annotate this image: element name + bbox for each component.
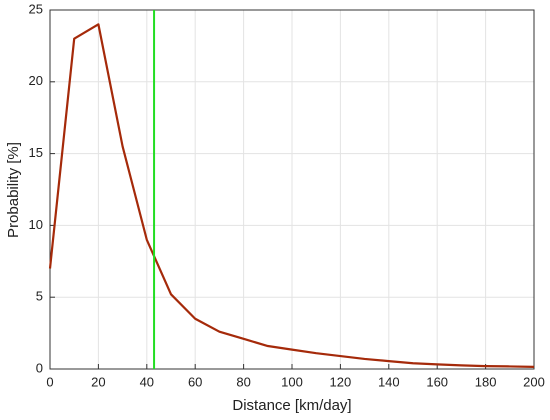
x-tick-label: 180 bbox=[475, 374, 497, 389]
plot-frame bbox=[49, 9, 535, 370]
y-tick-label: 0 bbox=[36, 360, 43, 375]
data-line bbox=[48, 23, 535, 368]
x-tick-label: 40 bbox=[140, 374, 154, 389]
y-tick-label: 15 bbox=[29, 145, 43, 160]
x-tick-label: 140 bbox=[378, 374, 400, 389]
y-tick-label: 20 bbox=[29, 73, 43, 88]
x-tick-label: 200 bbox=[523, 374, 545, 389]
x-tick-label: 80 bbox=[236, 374, 250, 389]
x-tick-label: 60 bbox=[188, 374, 202, 389]
y-tick-label: 10 bbox=[29, 217, 43, 232]
y-axis-label: Probability [%] bbox=[5, 142, 22, 238]
x-tick-label: 100 bbox=[281, 374, 303, 389]
x-tick-label: 0 bbox=[46, 374, 53, 389]
y-tick-label: 25 bbox=[29, 1, 43, 16]
x-tick-label: 20 bbox=[91, 374, 105, 389]
x-tick-label: 120 bbox=[330, 374, 352, 389]
x-axis-label: Distance [km/day] bbox=[232, 397, 351, 414]
y-tick-label: 5 bbox=[36, 289, 43, 304]
x-tick-label: 160 bbox=[426, 374, 448, 389]
